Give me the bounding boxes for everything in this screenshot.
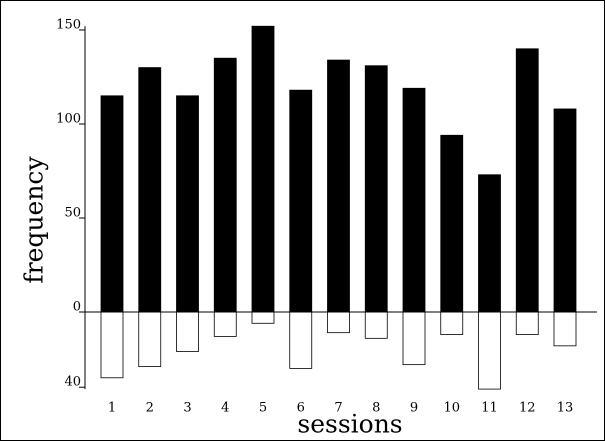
bar bbox=[213, 311, 237, 337]
bar bbox=[364, 311, 388, 339]
x-tick-label: 7 bbox=[334, 401, 342, 416]
x-tick-label: 3 bbox=[183, 401, 191, 416]
x-tick-label: 8 bbox=[372, 401, 380, 416]
bar bbox=[515, 311, 539, 335]
x-tick-label: 13 bbox=[557, 401, 574, 416]
bar bbox=[478, 311, 501, 390]
bar bbox=[138, 67, 162, 313]
bar bbox=[440, 311, 464, 335]
x-tick-label: 2 bbox=[146, 401, 154, 416]
bar bbox=[213, 57, 237, 313]
bar bbox=[251, 25, 275, 313]
bar bbox=[289, 311, 313, 369]
y-tick-label: 0 bbox=[73, 300, 81, 315]
bar bbox=[402, 311, 426, 366]
bar bbox=[251, 311, 275, 324]
bar bbox=[364, 65, 388, 313]
y-axis-title: frequency bbox=[20, 156, 49, 284]
bar bbox=[327, 59, 350, 313]
x-tick-label: 5 bbox=[259, 401, 267, 416]
x-tick-label: 1 bbox=[108, 401, 116, 416]
x-axis-title: sessions bbox=[297, 410, 402, 439]
y-tick-label: 150 bbox=[56, 18, 81, 33]
y-tick-label: 40 bbox=[64, 375, 81, 390]
bar bbox=[100, 95, 124, 313]
bar bbox=[440, 134, 464, 313]
bar bbox=[478, 174, 501, 313]
x-tick-label: 10 bbox=[443, 401, 460, 416]
bar bbox=[176, 311, 199, 352]
bar bbox=[553, 311, 577, 347]
bar bbox=[289, 89, 313, 313]
bar bbox=[402, 87, 426, 313]
x-tick-label: 6 bbox=[297, 401, 305, 416]
x-tick-label: 11 bbox=[481, 401, 498, 416]
x-tick-label: 9 bbox=[410, 401, 418, 416]
bar bbox=[515, 48, 539, 313]
bar bbox=[327, 311, 350, 334]
x-tick-label: 4 bbox=[221, 401, 229, 416]
bar bbox=[553, 108, 577, 313]
bar bbox=[138, 311, 162, 367]
bar bbox=[100, 311, 124, 379]
y-tick-label: 50 bbox=[64, 206, 81, 221]
y-tick-label: 100 bbox=[56, 112, 81, 127]
bar bbox=[176, 95, 199, 313]
x-tick-label: 12 bbox=[519, 401, 536, 416]
